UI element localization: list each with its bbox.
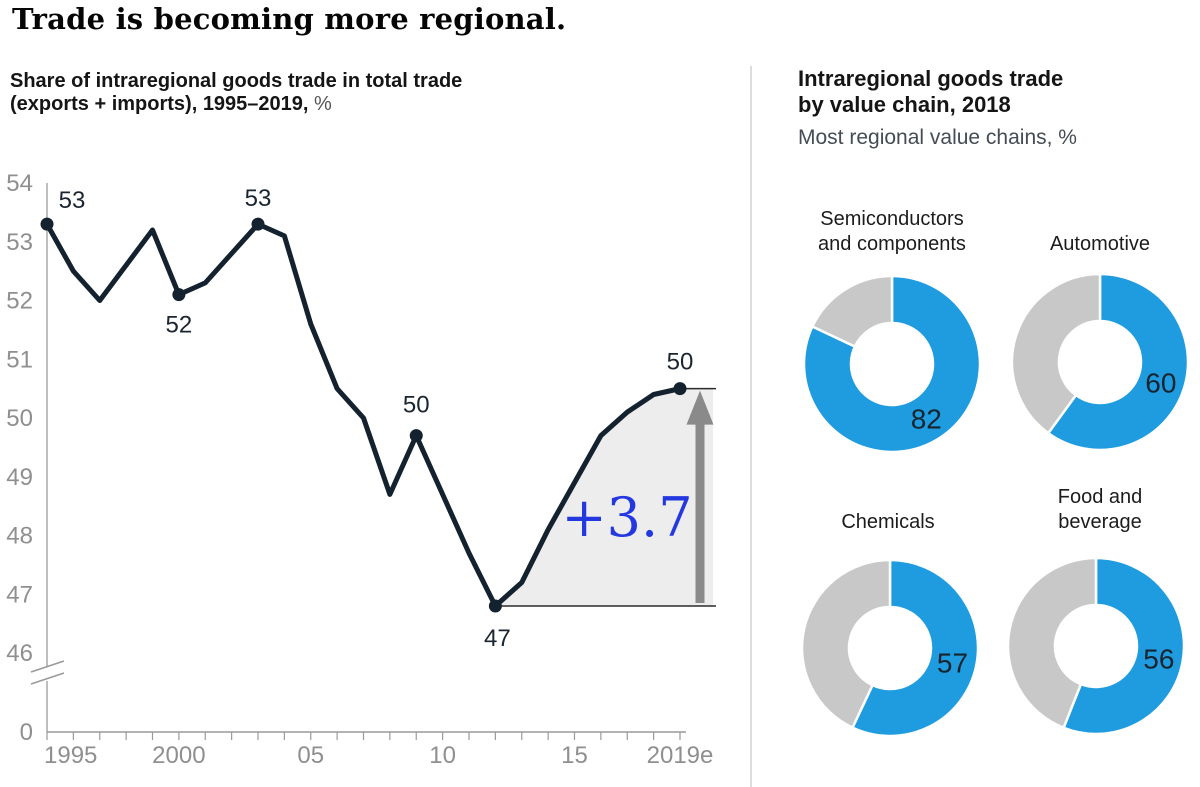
- donut-title-line: and components: [818, 233, 966, 255]
- y-tick-label: 51: [6, 346, 33, 373]
- data-point: [40, 217, 54, 231]
- y-tick-label: 0: [20, 719, 33, 746]
- donut-segment-remainder: [1006, 556, 1098, 730]
- increase-arrow-head: [686, 390, 714, 425]
- donut-segment-filled: [850, 558, 980, 738]
- donut-segment-remainder: [810, 274, 894, 349]
- y-tick-label: 52: [6, 288, 33, 315]
- donut-segment-remainder: [1010, 272, 1102, 435]
- donut-title-automotive: Automotive: [985, 232, 1200, 257]
- right-panel-subtitle: Most regional value chains, %: [798, 126, 1077, 149]
- data-point-label: 50: [403, 392, 430, 419]
- panel-divider: [750, 66, 752, 787]
- page-title: Trade is becoming more regional.: [12, 2, 567, 36]
- left-chart-subtitle-line1: Share of intraregional goods trade in to…: [10, 70, 463, 92]
- donut-title-line: Semiconductors: [820, 208, 964, 230]
- donut-segment-remainder: [800, 558, 892, 730]
- donut-segment-filled: [1046, 272, 1190, 452]
- area-fill: [495, 388, 713, 606]
- donut-title-line: Automotive: [1049, 233, 1151, 255]
- y-tick-label: 50: [6, 405, 33, 432]
- x-tick-label: 1995: [44, 742, 97, 769]
- trend-line: [44, 221, 683, 609]
- y-tick-label: 47: [6, 581, 33, 608]
- x-tick-label: 10: [429, 742, 456, 769]
- data-point: [409, 429, 423, 443]
- x-tick-label: 05: [297, 742, 324, 769]
- data-point: [673, 382, 687, 396]
- donut-value-label: 57: [937, 647, 968, 678]
- donut-title-semiconductors: Semiconductors and components: [777, 207, 1007, 257]
- x-tick-label: 2019e: [647, 742, 714, 769]
- axis-break-slash: [30, 672, 65, 685]
- right-panel-title: Intraregional goods trade by value chain…: [798, 66, 1063, 118]
- delta-label: +3.7: [561, 486, 692, 549]
- right-panel-title-line1: Intraregional goods trade: [798, 66, 1064, 91]
- donut-title-food-beverage: Food and beverage: [985, 485, 1200, 535]
- donut-value-label: 82: [911, 404, 942, 435]
- donut-value-label: 56: [1143, 643, 1174, 674]
- right-panel-title-line2: by value chain, 2018: [798, 92, 1011, 117]
- y-tick-label: 46: [6, 640, 33, 667]
- donut-value-label: 60: [1145, 367, 1176, 398]
- data-point: [251, 217, 265, 231]
- left-chart-subtitle: Share of intraregional goods trade in to…: [10, 70, 462, 116]
- donut-segment-filled: [1061, 556, 1186, 736]
- donut-title-chemicals: Chemicals: [773, 510, 1003, 535]
- donut-charts-svg: 82 60 57 56: [800, 272, 1190, 738]
- left-chart-unit-label: %: [314, 93, 332, 115]
- data-point-label: 50: [667, 349, 694, 376]
- left-chart-subtitle-line2: (exports + imports), 1995–2019,: [10, 93, 309, 115]
- y-tick-label: 48: [6, 523, 33, 550]
- donut-title-line: Chemicals: [841, 511, 935, 533]
- data-point: [172, 288, 186, 302]
- x-tick-label: 15: [561, 742, 588, 769]
- data-point-label: 53: [59, 187, 86, 214]
- y-tick-label: 54: [6, 170, 33, 197]
- data-point-label: 52: [166, 312, 193, 339]
- donut-segment-filled: [802, 274, 982, 454]
- line-chart-svg: 54 53 52 51 50 49 48 47 46 0 1995 2000 05 10 15 2019e 53…: [6, 170, 716, 769]
- y-tick-label: 53: [6, 229, 33, 256]
- data-point-label: 53: [245, 185, 272, 212]
- donut-title-line: Food and: [1057, 486, 1143, 508]
- y-tick-label: 49: [6, 464, 33, 491]
- donut-title-line: beverage: [1058, 511, 1142, 533]
- increase-arrow-shaft: [695, 422, 705, 603]
- x-tick-label: 2000: [152, 742, 205, 769]
- data-point: [488, 599, 502, 613]
- axis-break-slash: [30, 660, 65, 673]
- data-point-label: 47: [484, 625, 511, 652]
